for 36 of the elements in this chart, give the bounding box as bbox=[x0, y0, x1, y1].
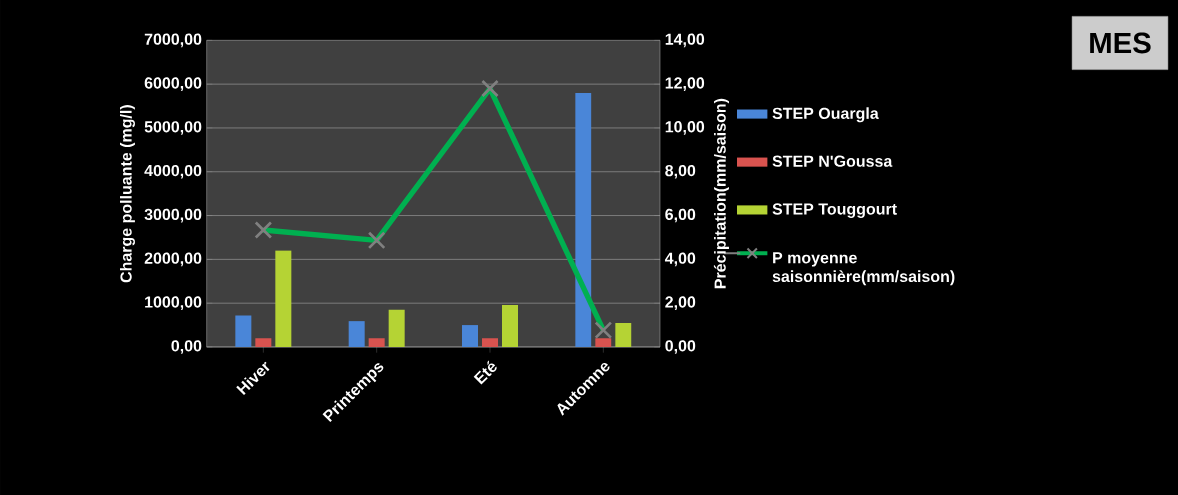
y-tick-label: 3000,00 bbox=[144, 208, 202, 223]
bar bbox=[275, 250, 292, 347]
y2-tick-label: 10,00 bbox=[665, 121, 705, 135]
y2-tick-label: 2,00 bbox=[665, 296, 696, 310]
legend-label: STEP Ouargla bbox=[772, 107, 879, 123]
bar bbox=[348, 321, 365, 347]
y-tick-label: 2000,00 bbox=[144, 252, 202, 267]
legend-label: P moyenne saisonnière(mm/saison) bbox=[772, 252, 955, 286]
bar bbox=[575, 92, 592, 347]
y-tick-label: 7000,00 bbox=[144, 33, 202, 48]
bar bbox=[615, 322, 632, 347]
y2-tick-label: 14,00 bbox=[665, 33, 705, 48]
legend-label: STEP Touggourt bbox=[772, 203, 897, 218]
legend-label: STEP N'Goussa bbox=[772, 155, 893, 167]
bar bbox=[368, 338, 385, 347]
y-tick-label: 1000,00 bbox=[145, 296, 202, 310]
x-tick-label: Eté bbox=[473, 360, 497, 385]
text: MES bbox=[1090, 32, 1151, 54]
y2-axis-title: Précipitation(mm/saison) bbox=[713, 98, 729, 289]
y-tick-label: 4000,00 bbox=[144, 164, 202, 179]
y-tick-label: 5000,00 bbox=[144, 121, 202, 135]
y2-tick-label: 0,00 bbox=[665, 340, 696, 354]
bar bbox=[482, 338, 498, 347]
y2-tick-label: 4,00 bbox=[664, 252, 696, 267]
bar bbox=[595, 338, 612, 347]
bar bbox=[255, 338, 272, 347]
bar bbox=[502, 304, 518, 347]
y-axis-title: Charge polluante (mg/l) bbox=[120, 105, 135, 283]
y2-tick-label: 6,00 bbox=[665, 208, 696, 223]
y-tick-label: 0,00 bbox=[171, 340, 202, 354]
y2-tick-label: 8,00 bbox=[665, 164, 696, 179]
bar bbox=[388, 309, 405, 347]
y2-tick-label: 12,00 bbox=[665, 77, 705, 91]
bar bbox=[462, 325, 478, 347]
y-tick-label: 6000,00 bbox=[144, 77, 202, 91]
bar bbox=[235, 315, 252, 347]
